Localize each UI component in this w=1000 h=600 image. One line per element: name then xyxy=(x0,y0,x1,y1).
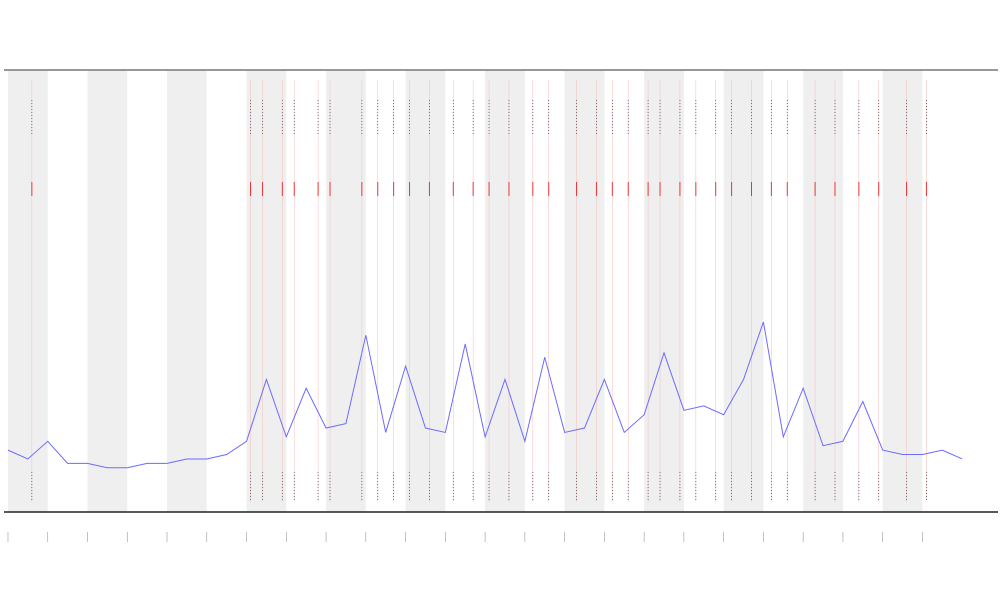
shaded-band xyxy=(167,70,207,512)
shaded-band xyxy=(326,70,366,512)
shaded-band xyxy=(87,70,128,512)
shaded-band xyxy=(246,70,287,512)
shaded-band xyxy=(7,70,48,512)
shaded-band xyxy=(803,70,843,512)
shaded-band xyxy=(882,70,923,512)
shaded-band xyxy=(485,70,525,512)
shaded-band xyxy=(405,70,446,512)
shaded-band xyxy=(644,70,684,512)
line-series xyxy=(7,321,963,469)
shaded-band xyxy=(564,70,605,512)
shaded-band xyxy=(723,70,764,512)
